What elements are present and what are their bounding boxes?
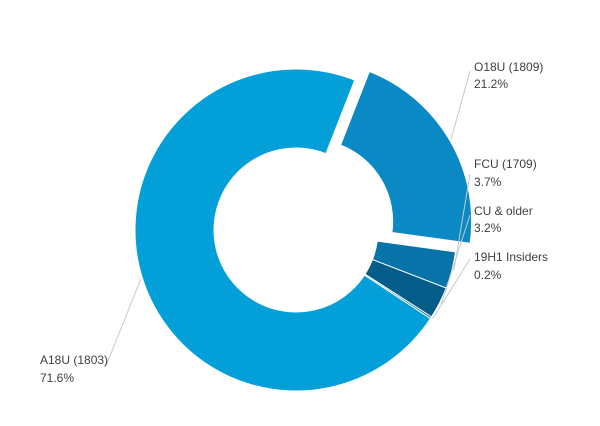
- donut-slice-o18u-1809: [339, 70, 473, 244]
- slice-label-name: FCU (1709): [474, 157, 537, 171]
- slice-label-name: O18U (1809): [474, 60, 543, 74]
- slice-label-percent: 21.2%: [474, 77, 508, 91]
- slice-label-cu-older: CU & older 3.2%: [474, 204, 533, 235]
- slice-label-percent: 0.2%: [474, 268, 502, 282]
- slice-label-name: 19H1 Insiders: [474, 250, 548, 264]
- slice-label-percent: 3.2%: [474, 221, 502, 235]
- leader-line: [432, 258, 471, 320]
- slice-label-name: CU & older: [474, 204, 533, 218]
- slice-label-percent: 71.6%: [40, 371, 74, 385]
- slice-label-percent: 3.7%: [474, 175, 502, 189]
- leader-lines-layer: [105, 70, 471, 367]
- leader-line: [440, 214, 471, 304]
- donut-slice-a18u-1803: [134, 68, 432, 392]
- slice-label-19h1-insiders: 19H1 Insiders 0.2%: [474, 250, 548, 282]
- slices-layer: [134, 68, 473, 392]
- leader-line: [450, 70, 471, 140]
- slice-label-o18u: O18U (1809) 21.2%: [474, 60, 543, 91]
- leader-line: [453, 173, 471, 271]
- slice-label-fcu: FCU (1709) 3.7%: [474, 157, 537, 189]
- slice-label-a18u: A18U (1803) 71.6%: [40, 353, 108, 385]
- slice-label-name: A18U (1803): [40, 353, 108, 367]
- leader-line: [105, 279, 142, 367]
